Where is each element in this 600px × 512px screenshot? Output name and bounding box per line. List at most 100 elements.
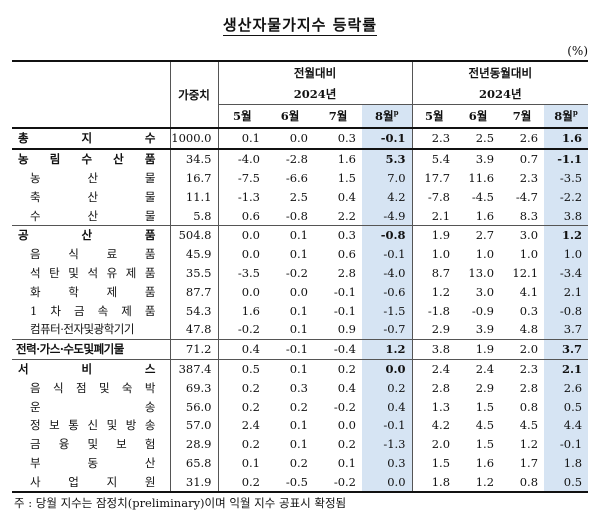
yoy-cell: 1.2 [519, 437, 539, 452]
weight-cell: 87.7 [169, 282, 218, 302]
row-label: 운 송 [30, 399, 156, 414]
yoy-cell: 2.1 [544, 282, 589, 302]
yoy-cell: 0.8 [519, 474, 539, 489]
yoy-cell: 2.6 [544, 378, 589, 398]
yoy-cell: 2.4 [411, 359, 457, 379]
weight-cell: 45.9 [169, 244, 218, 264]
row-label: 공 산 품 [18, 228, 156, 243]
mom-cell: 0.3 [289, 380, 308, 395]
mom-cell: 0.1 [289, 228, 308, 243]
yoy-cell: 1.7 [519, 455, 539, 470]
header-blank [12, 61, 170, 129]
weight-cell: 31.9 [169, 472, 218, 493]
yoy-cell: 8.7 [411, 263, 457, 283]
weight-cell: 387.4 [169, 359, 218, 379]
mom-cell: -0.6 [362, 282, 413, 302]
row-label: 1 차 금 속 제 품 [30, 303, 156, 318]
table-row: 음 식 점 및 숙 박 69.3 0.2 0.3 0.4 0.2 2.8 2.9 2.8 2.6 [12, 378, 589, 398]
row-label: 축 산 물 [30, 189, 156, 204]
mom-cell: 0.0 [217, 282, 266, 302]
mom-cell: 1.6 [337, 152, 356, 167]
mom-cell: 0.1 [289, 418, 308, 433]
yoy-cell: 4.8 [519, 322, 539, 337]
mom-cell: 0.0 [289, 284, 308, 299]
ppi-table: 가중치 전월대비 전년동월대비 2024년 2024년 5월 6월 7월 8월p… [12, 60, 589, 493]
mom-cell: 0.2 [289, 455, 308, 470]
mom-cell: 0.2 [337, 361, 356, 376]
document-title: 생산자물가지수 등락률 [222, 16, 378, 36]
table-row: 1 차 금 속 제 품 54.3 1.6 0.1 -0.1 -1.5 -1.8 -0.9 0.3… [12, 301, 589, 320]
mom-cell: -0.5 [285, 474, 308, 489]
mom-cell: 0.1 [217, 453, 266, 473]
weight-cell: 54.3 [169, 301, 218, 320]
mom-cell: -4.9 [362, 206, 413, 226]
mom-cell: -0.2 [333, 399, 356, 414]
row-label: 전력·가스·수도및폐기물 [16, 342, 124, 357]
header-mom-may: 5월 [217, 104, 266, 128]
row-label: 음 식 점 및 숙 박 [30, 380, 156, 395]
row-label: 농 산 물 [30, 170, 156, 185]
yoy-cell: 11.6 [468, 170, 495, 185]
table-row: 석 탄 및 석 유 제 품 35.5 -3.5 -0.2 2.8 -4.0 8.7 13.0 1… [12, 263, 589, 283]
yoy-cell: 1.9 [411, 225, 457, 245]
yoy-cell: 1.2 [411, 282, 457, 302]
mom-cell: 0.4 [337, 380, 356, 395]
yoy-cell: 1.9 [475, 342, 495, 357]
row-label: 정 보 통 신 및 방 송 [30, 418, 156, 433]
table-row: 부 동 산 65.8 0.1 0.2 0.1 0.3 1.5 1.6 1.7 1.8 [12, 453, 589, 473]
header-mom: 전월대비 [217, 61, 413, 84]
weight-cell: 34.5 [169, 148, 218, 169]
mom-cell: -0.1 [285, 342, 308, 357]
mom-cell: 1.5 [337, 170, 356, 185]
header-yoy-year: 2024년 [411, 84, 589, 105]
yoy-cell: 1.0 [475, 247, 495, 262]
yoy-cell: -3.5 [544, 168, 589, 188]
table-row: 총 지 수 1000.0 0.1 0.0 0.3 -0.1 2.3 2.5 2.6 1.6 [12, 128, 589, 149]
header-weight: 가중치 [169, 61, 218, 129]
yoy-cell: -0.8 [544, 301, 589, 320]
mom-cell: 2.5 [289, 189, 308, 204]
mom-cell: -0.1 [362, 244, 413, 264]
row-label: 총 지 수 [18, 131, 156, 146]
row-label: 컴퓨터·전자및광학기기 [30, 322, 134, 337]
yoy-cell: 2.4 [475, 361, 495, 376]
mom-cell: -2.8 [285, 152, 308, 167]
row-label: 석 탄 및 석 유 제 품 [30, 265, 156, 280]
yoy-cell: 4.1 [519, 284, 539, 299]
footnote: 주 : 당월 지수는 잠정치(preliminary)이며 익월 지수 공표시 … [14, 496, 347, 510]
yoy-cell: 2.0 [411, 434, 457, 454]
mom-cell: 0.2 [217, 434, 266, 454]
yoy-cell: 3.0 [475, 284, 495, 299]
yoy-cell: 3.8 [544, 206, 589, 226]
yoy-cell: 1.8 [544, 453, 589, 473]
mom-cell: 0.1 [289, 247, 308, 262]
yoy-cell: -3.4 [544, 263, 589, 283]
yoy-cell: 2.3 [411, 128, 457, 149]
mom-cell: -7.5 [217, 168, 266, 188]
mom-cell: 0.1 [289, 437, 308, 452]
mom-cell: 0.2 [217, 397, 266, 416]
yoy-cell: 1.0 [411, 244, 457, 264]
weight-cell: 56.0 [169, 397, 218, 416]
mom-cell: -0.2 [285, 265, 308, 280]
weight-cell: 1000.0 [169, 128, 218, 149]
weight-cell: 69.3 [169, 378, 218, 398]
table-row: 정 보 통 신 및 방 송 57.0 2.4 0.1 0.0 -0.1 4.2 4.5 4.5 4… [12, 415, 589, 435]
yoy-cell: 1.6 [475, 208, 495, 223]
table-row: 사 업 지 원 31.9 0.2 -0.5 -0.2 0.0 1.8 1.2 0.8 0.5 [12, 472, 589, 493]
header-yoy-jun: 6월 [468, 109, 488, 123]
mom-cell: 0.3 [337, 131, 356, 146]
mom-cell: 0.1 [289, 361, 308, 376]
yoy-cell: 2.8 [411, 378, 457, 398]
yoy-cell: -4.5 [471, 189, 495, 204]
yoy-cell: 4.2 [411, 415, 457, 435]
weight-cell: 35.5 [169, 263, 218, 283]
yoy-cell: -0.9 [471, 303, 495, 318]
header-yoy-jul: 7월 [512, 109, 532, 123]
yoy-cell: 2.7 [475, 228, 495, 243]
mom-cell: 0.0 [217, 244, 266, 264]
mom-cell: -0.8 [362, 225, 413, 245]
yoy-cell: 3.9 [475, 152, 495, 167]
yoy-cell: 3.0 [519, 228, 539, 243]
row-label: 서 비 스 [18, 361, 156, 376]
